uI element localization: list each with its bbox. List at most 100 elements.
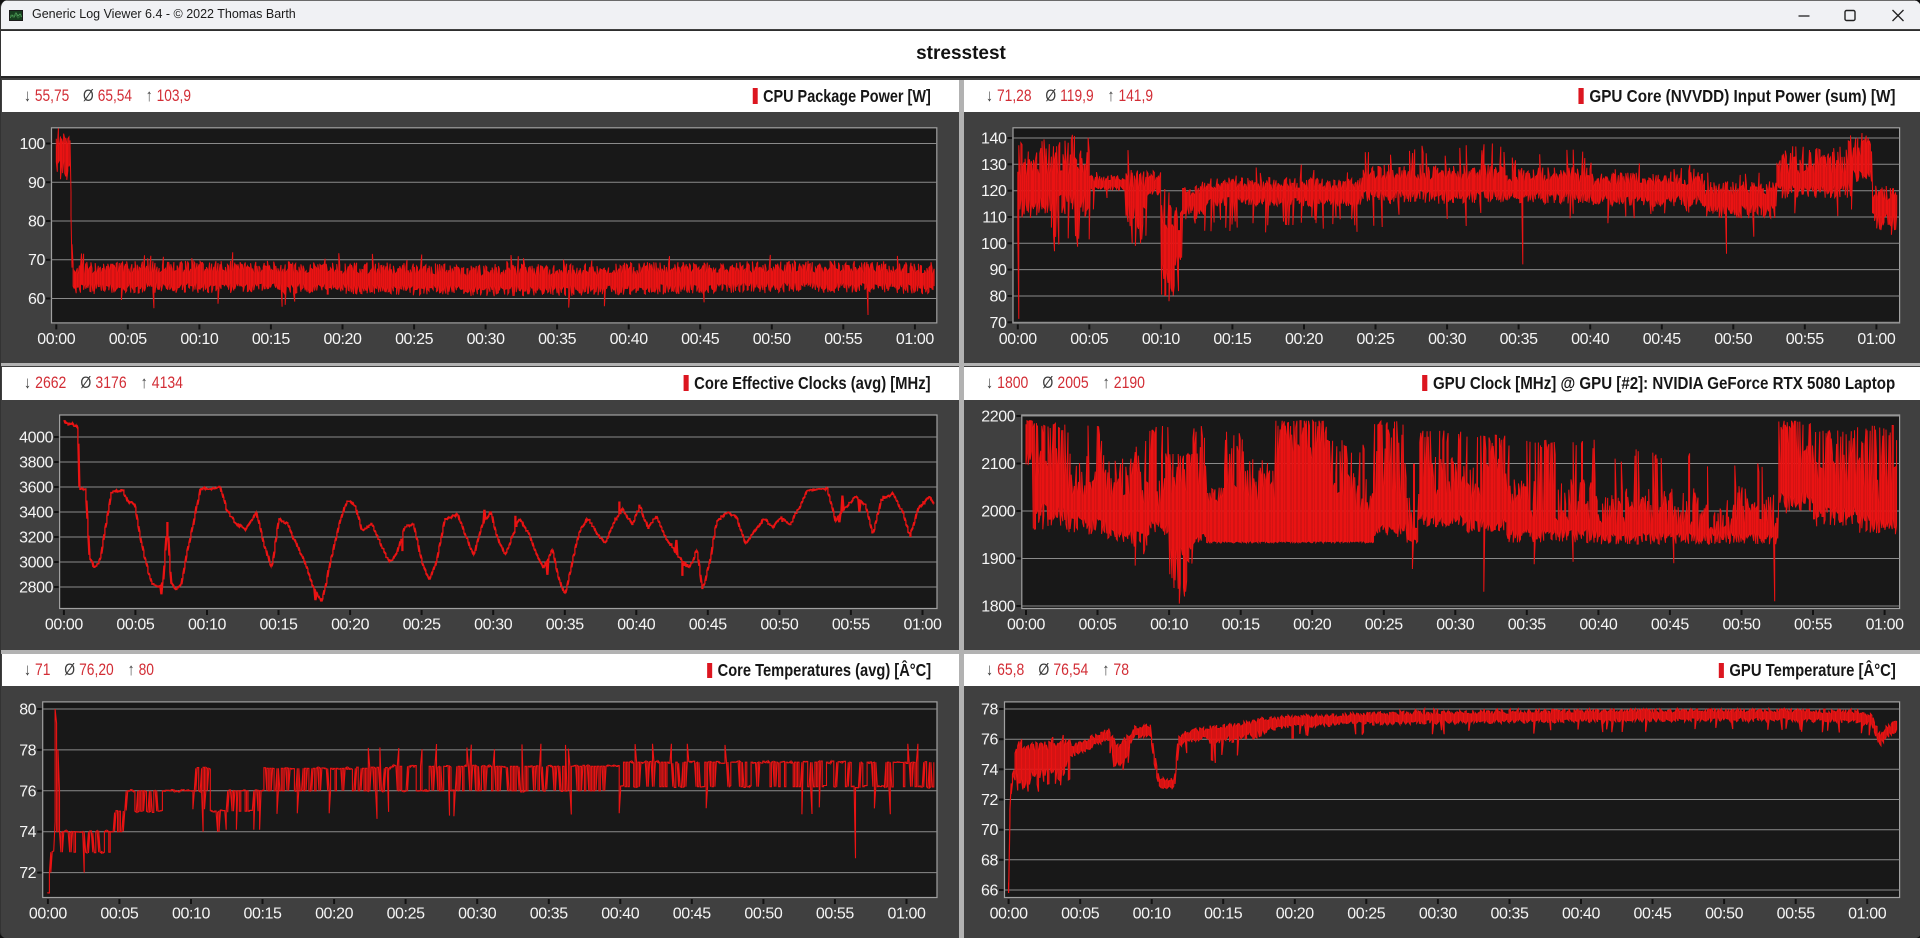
svg-text:72: 72 (19, 865, 36, 882)
svg-text:76: 76 (19, 783, 36, 800)
svg-text:00:00: 00:00 (45, 617, 84, 634)
svg-text:01:00: 01:00 (1866, 617, 1905, 634)
svg-text:00:55: 00:55 (1786, 331, 1825, 348)
svg-text:00:05: 00:05 (1078, 617, 1117, 634)
svg-text:01:00: 01:00 (896, 331, 935, 348)
svg-text:00:25: 00:25 (395, 331, 434, 348)
svg-text:00:55: 00:55 (1777, 906, 1816, 923)
svg-text:01:00: 01:00 (1848, 906, 1887, 923)
svg-text:70: 70 (28, 252, 45, 269)
svg-text:3200: 3200 (19, 530, 53, 547)
svg-text:00:35: 00:35 (546, 617, 585, 634)
svg-text:00:05: 00:05 (1070, 331, 1109, 348)
svg-text:00:05: 00:05 (100, 906, 139, 923)
svg-text:01:00: 01:00 (903, 617, 942, 634)
svg-text:00:10: 00:10 (1142, 331, 1181, 348)
svg-text:00:00: 00:00 (1007, 617, 1046, 634)
svg-text:00:10: 00:10 (172, 906, 211, 923)
svg-text:140: 140 (981, 131, 1007, 148)
svg-text:74: 74 (981, 762, 998, 779)
svg-text:00:20: 00:20 (331, 617, 370, 634)
svg-text:00:40: 00:40 (610, 331, 649, 348)
svg-text:00:20: 00:20 (1276, 906, 1315, 923)
svg-text:00:00: 00:00 (999, 331, 1038, 348)
svg-text:3600: 3600 (19, 480, 53, 497)
svg-text:00:50: 00:50 (760, 617, 799, 634)
svg-text:2200: 2200 (981, 409, 1015, 426)
svg-text:00:20: 00:20 (1293, 617, 1332, 634)
svg-text:00:45: 00:45 (689, 617, 728, 634)
svg-text:3800: 3800 (19, 455, 53, 472)
svg-text:00:20: 00:20 (1285, 331, 1324, 348)
svg-text:00:30: 00:30 (474, 617, 513, 634)
svg-text:00:25: 00:25 (1347, 906, 1386, 923)
svg-text:00:20: 00:20 (315, 906, 354, 923)
svg-text:00:30: 00:30 (1428, 331, 1467, 348)
svg-text:00:05: 00:05 (1061, 906, 1100, 923)
svg-text:00:15: 00:15 (1204, 906, 1243, 923)
svg-text:78: 78 (981, 702, 998, 719)
svg-text:70: 70 (990, 315, 1007, 332)
svg-text:130: 130 (981, 157, 1007, 174)
svg-text:00:40: 00:40 (601, 906, 640, 923)
svg-text:00:15: 00:15 (1213, 331, 1252, 348)
svg-text:90: 90 (990, 262, 1007, 279)
svg-text:00:45: 00:45 (681, 331, 720, 348)
svg-text:00:50: 00:50 (1705, 906, 1744, 923)
svg-text:4000: 4000 (19, 430, 53, 447)
svg-text:74: 74 (19, 824, 36, 841)
svg-text:00:45: 00:45 (673, 906, 712, 923)
svg-text:01:00: 01:00 (887, 906, 926, 923)
svg-text:00:05: 00:05 (109, 331, 148, 348)
svg-text:00:30: 00:30 (1436, 617, 1475, 634)
svg-text:3000: 3000 (19, 555, 53, 572)
svg-text:90: 90 (28, 175, 45, 192)
svg-text:00:50: 00:50 (1714, 331, 1753, 348)
svg-text:00:40: 00:40 (617, 617, 656, 634)
svg-text:00:25: 00:25 (1356, 331, 1395, 348)
svg-text:00:35: 00:35 (538, 331, 577, 348)
svg-text:78: 78 (19, 742, 36, 759)
svg-text:00:15: 00:15 (243, 906, 282, 923)
svg-text:00:30: 00:30 (467, 331, 506, 348)
svg-text:3400: 3400 (19, 505, 53, 522)
svg-text:72: 72 (981, 792, 998, 809)
svg-text:00:25: 00:25 (387, 906, 426, 923)
svg-text:00:35: 00:35 (1508, 617, 1547, 634)
svg-text:00:50: 00:50 (744, 906, 783, 923)
svg-text:00:15: 00:15 (259, 617, 298, 634)
svg-text:80: 80 (28, 214, 45, 231)
svg-text:100: 100 (981, 236, 1007, 253)
svg-text:00:10: 00:10 (180, 331, 219, 348)
svg-text:00:45: 00:45 (1633, 906, 1672, 923)
svg-text:00:35: 00:35 (1490, 906, 1529, 923)
svg-text:00:30: 00:30 (458, 906, 497, 923)
svg-text:66: 66 (981, 883, 998, 900)
svg-text:00:50: 00:50 (753, 331, 792, 348)
svg-text:00:55: 00:55 (816, 906, 855, 923)
svg-text:00:45: 00:45 (1643, 331, 1682, 348)
svg-text:70: 70 (981, 822, 998, 839)
svg-text:60: 60 (28, 291, 45, 308)
svg-text:00:55: 00:55 (1794, 617, 1833, 634)
svg-text:00:10: 00:10 (188, 617, 227, 634)
svg-text:00:00: 00:00 (29, 906, 68, 923)
svg-text:1800: 1800 (981, 599, 1015, 616)
svg-text:80: 80 (990, 289, 1007, 306)
svg-text:00:35: 00:35 (1500, 331, 1539, 348)
svg-text:00:25: 00:25 (403, 617, 442, 634)
svg-text:00:55: 00:55 (824, 331, 863, 348)
svg-text:00:10: 00:10 (1150, 617, 1189, 634)
svg-text:00:15: 00:15 (1222, 617, 1261, 634)
svg-text:2100: 2100 (981, 456, 1015, 473)
svg-text:00:30: 00:30 (1419, 906, 1458, 923)
svg-text:00:50: 00:50 (1722, 617, 1761, 634)
svg-text:00:25: 00:25 (1365, 617, 1404, 634)
svg-text:2800: 2800 (19, 580, 53, 597)
svg-text:1900: 1900 (981, 551, 1015, 568)
svg-text:00:20: 00:20 (323, 331, 362, 348)
svg-text:100: 100 (20, 136, 46, 153)
svg-text:120: 120 (981, 183, 1007, 200)
svg-text:00:40: 00:40 (1562, 906, 1601, 923)
svg-text:2000: 2000 (981, 504, 1015, 521)
